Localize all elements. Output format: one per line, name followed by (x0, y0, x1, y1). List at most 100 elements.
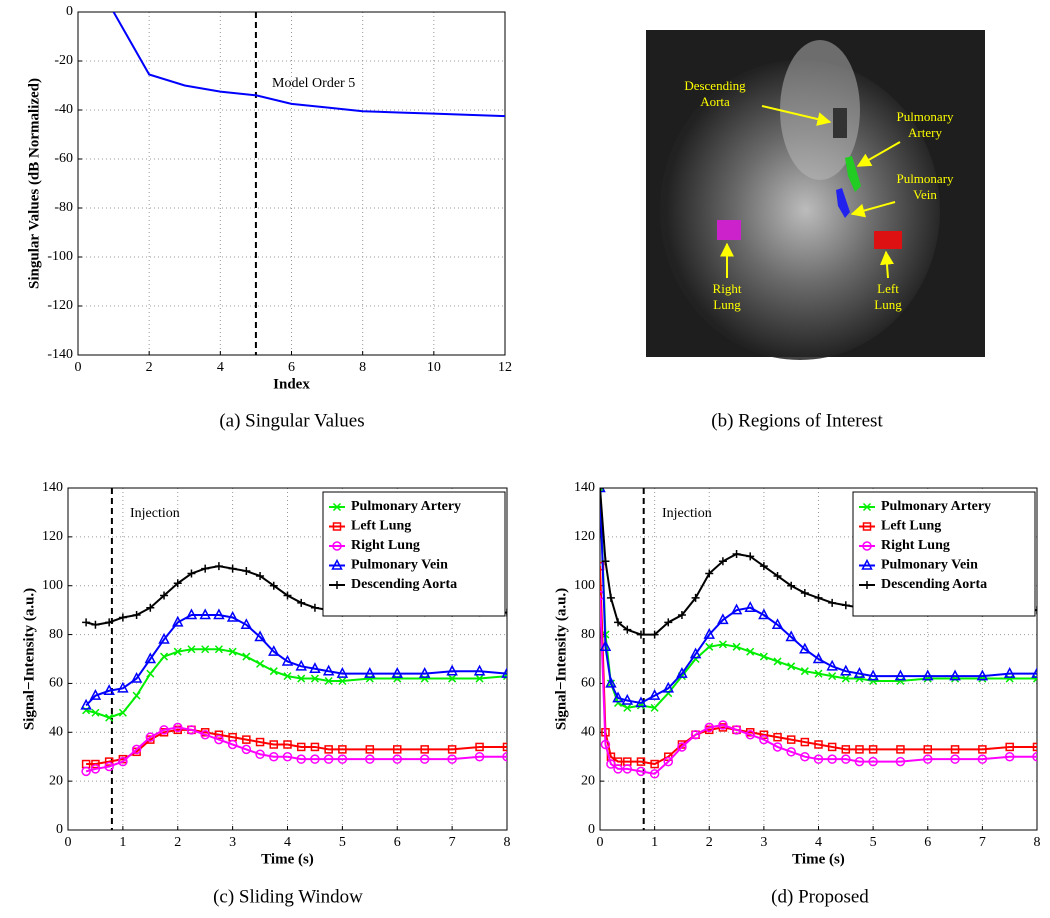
marker (364, 667, 376, 678)
marker (91, 759, 100, 769)
roi-label-line: Pulmonary (896, 171, 954, 186)
marker (241, 744, 252, 755)
marker (296, 754, 306, 764)
marker (662, 681, 675, 693)
marker (605, 676, 617, 688)
marker (228, 647, 237, 656)
series (600, 488, 1037, 708)
marker (82, 618, 91, 627)
x-tick-label: 5 (339, 835, 346, 850)
legend-marker (863, 581, 871, 589)
annotation: Injection (130, 506, 180, 521)
roi-label: Left Lung (874, 281, 902, 312)
marker (841, 754, 851, 764)
marker (841, 674, 850, 683)
legend-marker (333, 581, 341, 589)
marker (105, 618, 114, 627)
marker (322, 664, 335, 676)
marker (283, 591, 292, 600)
marker (854, 756, 865, 767)
marker (664, 689, 673, 698)
marker (894, 669, 907, 681)
marker (676, 667, 688, 678)
x-axis-label: Time (s) (261, 851, 314, 867)
marker (226, 610, 239, 622)
y-tick-label: 140 (574, 480, 595, 495)
marker (828, 672, 837, 681)
marker (310, 603, 319, 612)
plot-area (112, 12, 505, 118)
marker (691, 593, 700, 602)
caption: (b) Regions of Interest (711, 410, 883, 431)
caption: (d) Proposed (771, 886, 869, 907)
marker (718, 557, 727, 566)
marker (474, 751, 485, 762)
marker (295, 659, 307, 671)
x-axis-label: Time (s) (792, 851, 845, 867)
marker (635, 696, 647, 708)
marker (242, 652, 251, 661)
roi-label: Pulmonary Artery (896, 109, 954, 140)
legend-label: Pulmonary Vein (351, 558, 448, 573)
legend-label: Pulmonary Artery (351, 499, 461, 514)
marker (91, 620, 100, 629)
roi-label: Descending Aorta (684, 78, 746, 109)
marker (104, 757, 114, 766)
axes-frame (67, 487, 508, 831)
marker (977, 754, 988, 764)
annotation: Model Order 5 (272, 76, 355, 91)
marker (336, 667, 349, 678)
x-tick-label: 10 (427, 360, 441, 375)
marker (105, 713, 114, 722)
marker (895, 756, 906, 767)
marker (636, 766, 646, 777)
marker (703, 627, 715, 639)
marker (773, 657, 782, 666)
legend-marker (332, 522, 342, 531)
marker (501, 667, 507, 678)
y-tick-label: 0 (588, 822, 595, 837)
marker (746, 647, 755, 656)
x-axis-label: Index (273, 376, 310, 392)
marker (636, 757, 646, 766)
marker (650, 759, 659, 769)
marker (214, 734, 224, 745)
marker (663, 756, 674, 767)
x-tick-label: 4 (284, 835, 291, 850)
y-tick-label: 20 (581, 773, 595, 788)
marker (80, 698, 92, 710)
marker (337, 754, 348, 764)
marker (240, 618, 253, 630)
data-line (85, 648, 507, 719)
marker (732, 642, 741, 651)
marker (145, 732, 156, 742)
marker (785, 630, 797, 642)
marker (786, 735, 796, 744)
marker (199, 608, 211, 620)
marker (473, 664, 486, 676)
x-tick-label: 0 (75, 360, 82, 375)
marker (814, 593, 823, 602)
x-tick-label: 8 (359, 360, 366, 375)
roi-label-line: Artery (908, 125, 942, 140)
roi-label-line: Lung (713, 297, 741, 312)
marker (201, 645, 210, 654)
series (600, 590, 1037, 779)
x-tick-label: 8 (504, 835, 511, 850)
marker (853, 667, 866, 678)
y-tick-label: -100 (47, 249, 73, 264)
marker (812, 652, 825, 664)
marker (773, 571, 782, 580)
y-tick-label: 120 (574, 529, 595, 544)
marker (731, 725, 742, 735)
legend-label: Left Lung (351, 519, 411, 534)
marker (623, 625, 632, 634)
marker (601, 557, 610, 566)
marker (606, 759, 616, 769)
marker (502, 751, 507, 762)
roi-label-line: Pulmonary (896, 109, 954, 124)
legend-box (322, 491, 506, 617)
caption: (c) Sliding Window (213, 886, 363, 907)
marker (391, 667, 403, 678)
x-tick-label: 12 (498, 360, 512, 375)
